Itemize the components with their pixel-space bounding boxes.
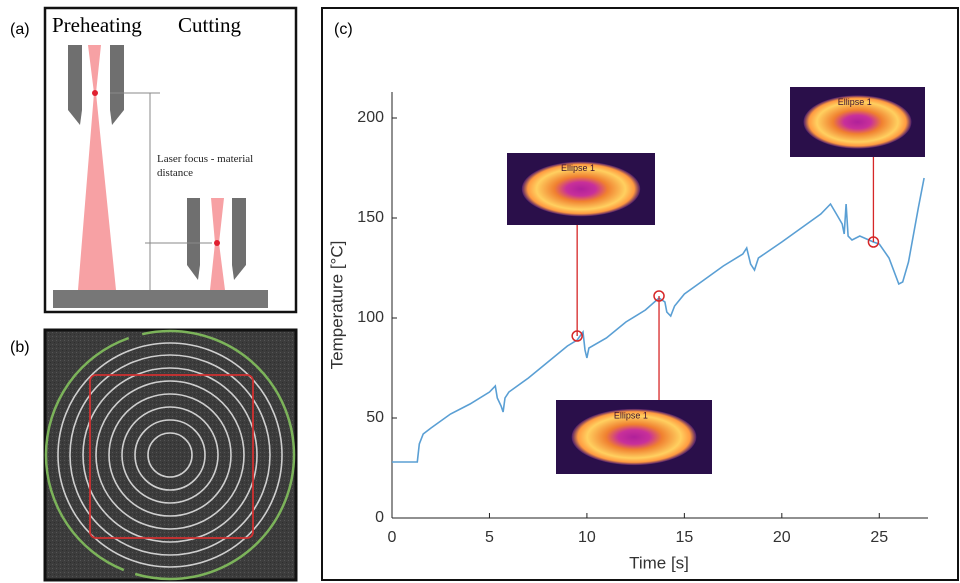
annotation-marker bbox=[653, 290, 665, 302]
inset-label: Ellipse 1 bbox=[561, 163, 595, 173]
y-tick-label: 100 bbox=[357, 309, 384, 326]
y-tick-label: 150 bbox=[357, 209, 384, 226]
laser-beam bbox=[78, 45, 116, 290]
y-tick-label: 0 bbox=[375, 509, 384, 526]
focus bbox=[214, 240, 220, 246]
thermal-disc bbox=[803, 95, 912, 149]
annotation-marker bbox=[571, 330, 583, 342]
thermal-disc bbox=[571, 408, 697, 466]
nozzle bbox=[68, 45, 82, 125]
region bbox=[89, 374, 254, 539]
x-tick-label: 25 bbox=[870, 529, 888, 546]
x-tick-label: 20 bbox=[773, 529, 791, 546]
y-tick-label: 50 bbox=[366, 409, 384, 426]
panel-label: (c) bbox=[334, 21, 353, 38]
x-axis-label: Time [s] bbox=[629, 553, 689, 572]
x-tick-label: 15 bbox=[675, 529, 693, 546]
plate bbox=[53, 290, 268, 308]
panel-frame bbox=[43, 6, 298, 314]
heading: Cutting bbox=[178, 13, 242, 37]
y-axis-label: Temperature [°C] bbox=[327, 241, 346, 370]
panel-label: (a) bbox=[10, 21, 30, 38]
dimension-label: Laser focus - material distance bbox=[157, 153, 254, 179]
nozzle bbox=[232, 198, 246, 280]
inset-label: Ellipse 1 bbox=[838, 97, 872, 107]
outer-cut bbox=[44, 329, 296, 581]
line bbox=[392, 177, 925, 463]
nozzle bbox=[187, 198, 200, 280]
x-tick-label: 5 bbox=[485, 529, 494, 546]
heading: Preheating bbox=[52, 13, 142, 37]
panel-label: (b) bbox=[10, 339, 30, 356]
focus bbox=[92, 90, 98, 96]
panel-frame bbox=[321, 7, 959, 581]
thermal-disc bbox=[521, 161, 641, 217]
nozzle bbox=[110, 45, 124, 125]
annotation-marker bbox=[867, 236, 880, 248]
y-tick-label: 200 bbox=[357, 109, 384, 126]
inset-label: Ellipse 1 bbox=[614, 411, 648, 421]
x-tick-label: 10 bbox=[578, 529, 596, 546]
spiral-cuts bbox=[57, 342, 283, 568]
x-tick-label: 0 bbox=[388, 529, 397, 546]
